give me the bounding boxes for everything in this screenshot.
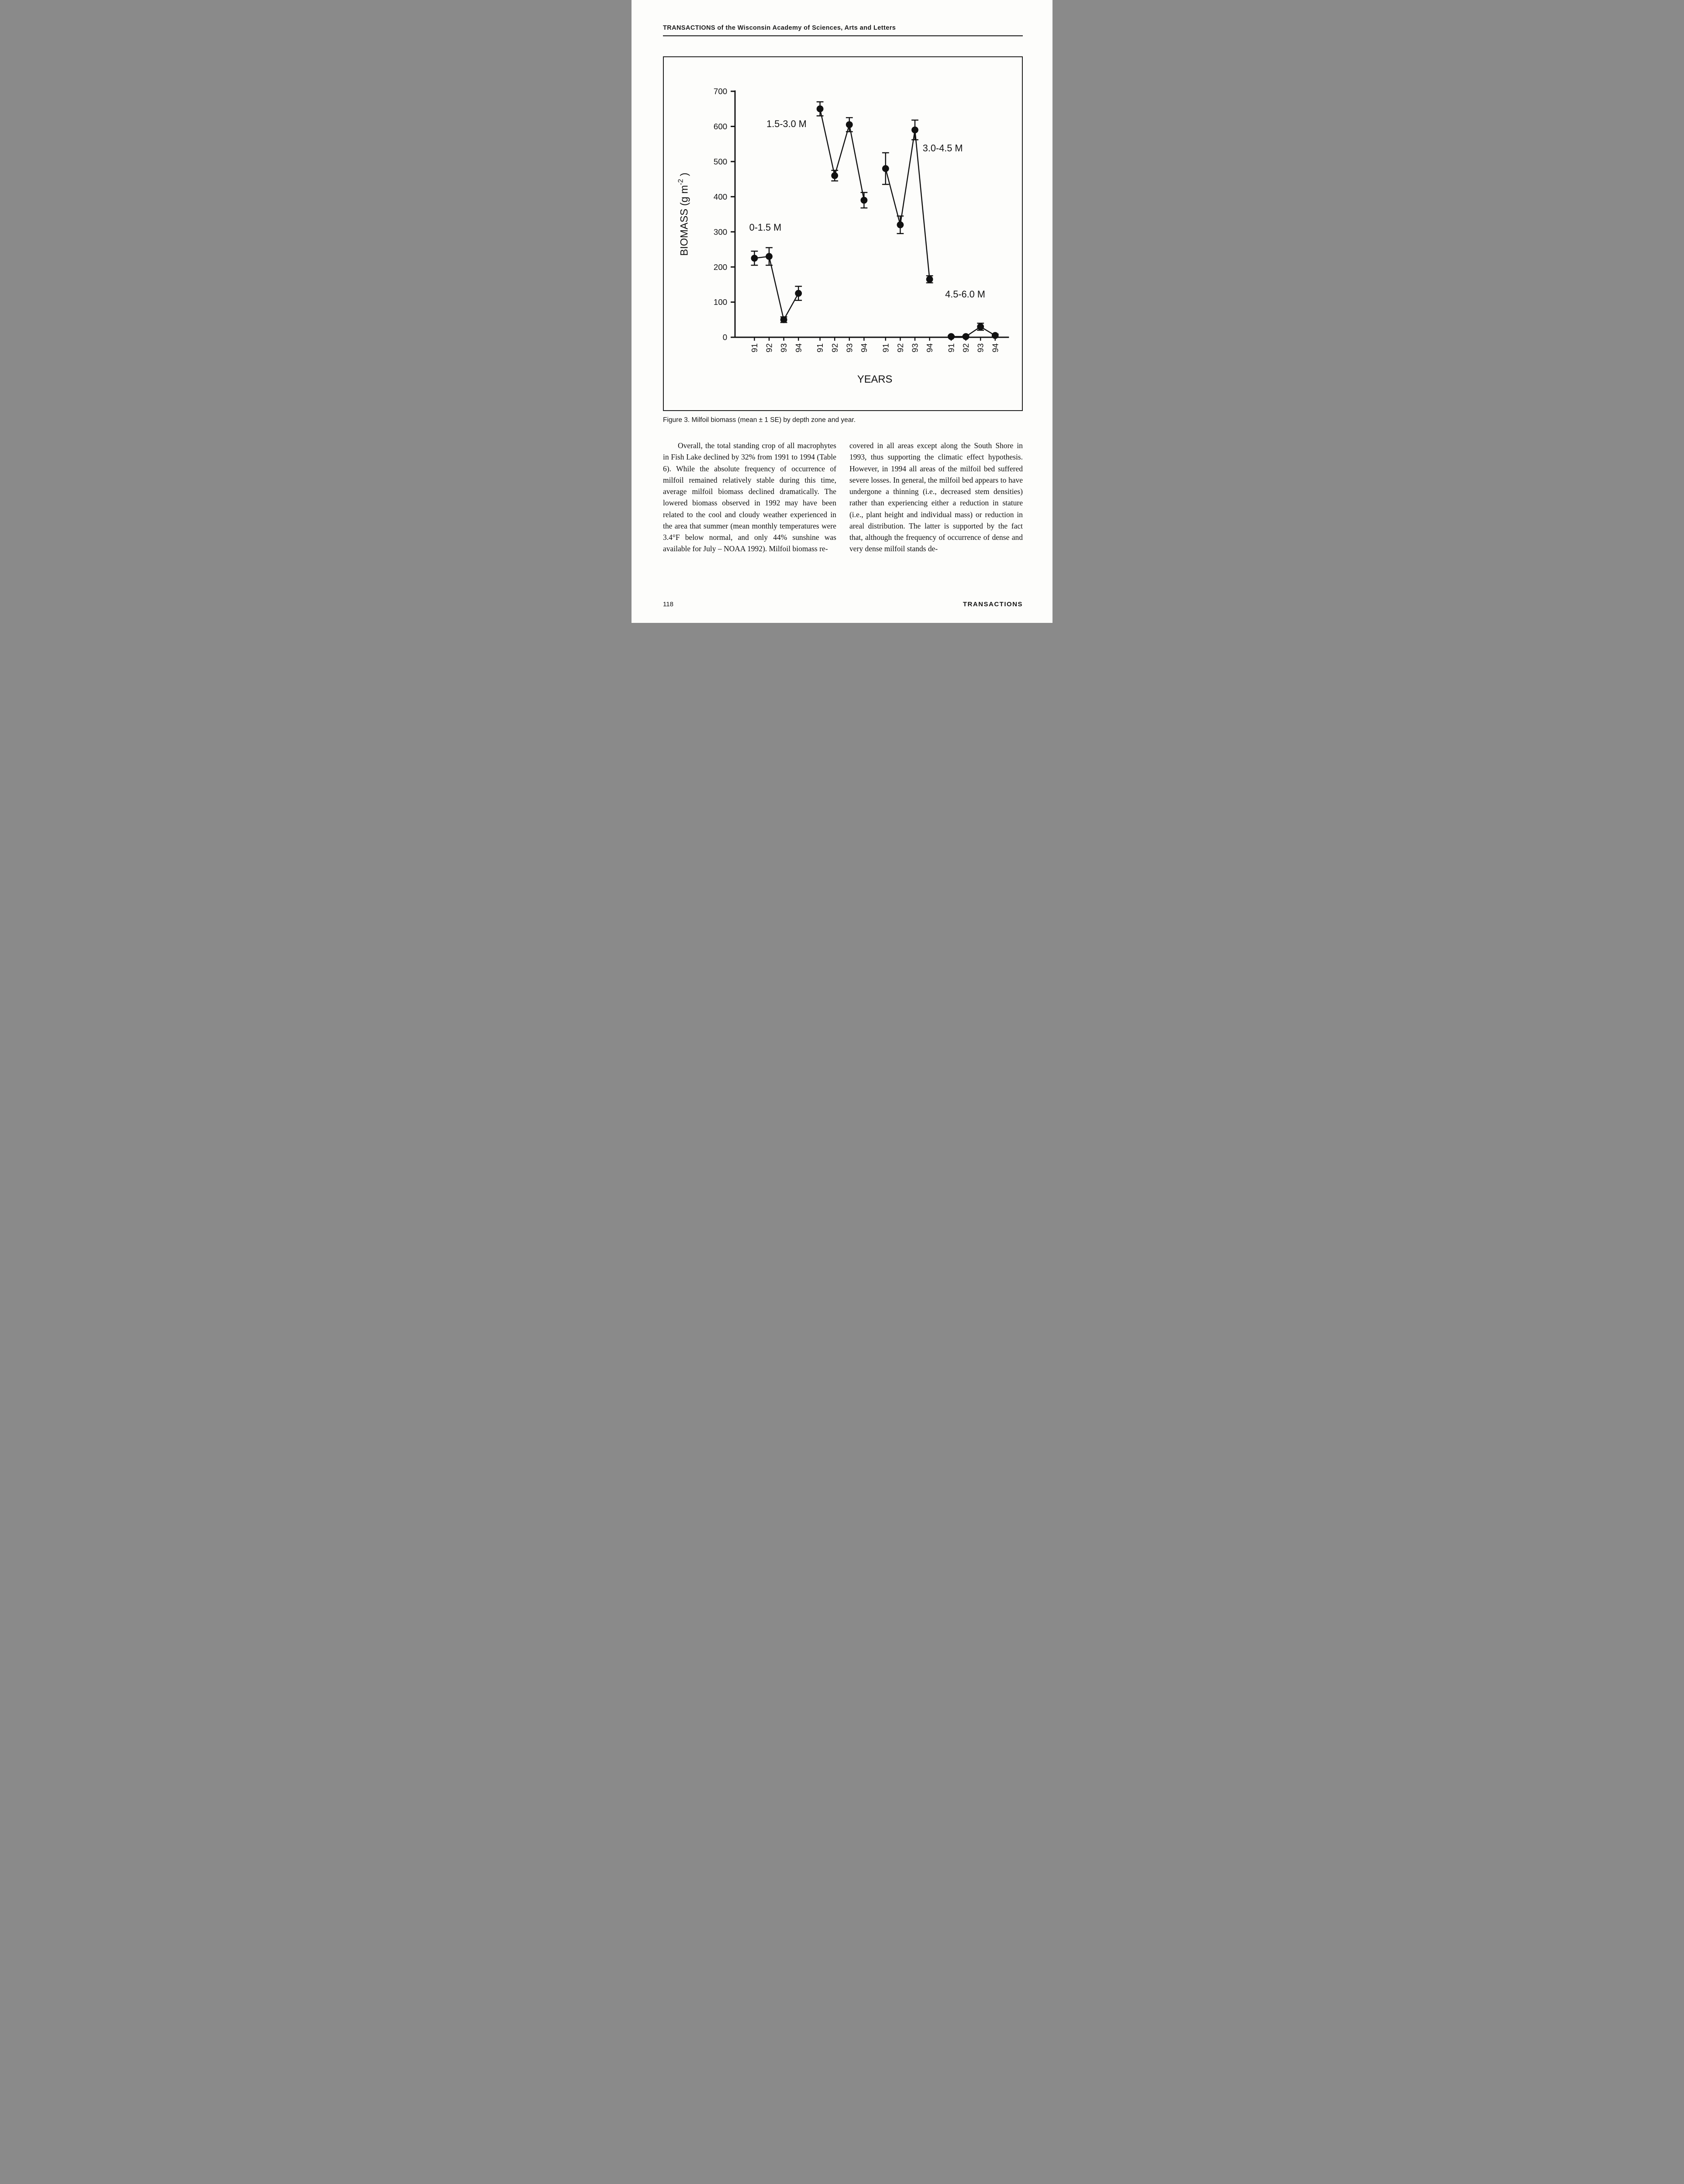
svg-text:91: 91 [881,343,890,352]
biomass-chart: 0 100 200 300 400 500 600 700 91 92 93 94 0-1.5 M 91 9… [677,87,1009,385]
journal-page: TRANSACTIONS of the Wisconsin Academy of… [632,0,1052,623]
svg-text:1.5-3.0 M: 1.5-3.0 M [766,118,807,129]
running-head: TRANSACTIONS of the Wisconsin Academy of… [663,24,1023,36]
svg-text:91: 91 [750,343,759,352]
svg-text:300: 300 [714,227,727,236]
page-number: 118 [663,601,673,608]
svg-text:92: 92 [830,343,839,352]
svg-text:92: 92 [765,343,774,352]
svg-text:200: 200 [714,263,727,272]
right-column: covered in all areas except along the So… [849,441,1023,553]
svg-text:100: 100 [714,297,727,307]
svg-text:700: 700 [714,87,727,96]
body-text: Overall, the total standing crop of all … [663,440,1023,555]
page-footer: 118 TRANSACTIONS [663,601,1023,608]
svg-text:0: 0 [723,333,727,342]
svg-text:93: 93 [779,343,788,352]
svg-text:91: 91 [815,343,825,352]
svg-text:YEARS: YEARS [857,374,892,385]
svg-text:4.5-6.0 M: 4.5-6.0 M [945,289,985,300]
footer-journal-name: TRANSACTIONS [963,601,1023,608]
svg-text:BIOMASS (g m-2 ): BIOMASS (g m-2 ) [677,173,690,256]
svg-text:400: 400 [714,192,727,201]
figure-caption: Figure 3. Milfoil biomass (mean ± 1 SE) … [663,416,856,424]
svg-text:94: 94 [859,343,869,352]
svg-text:91: 91 [947,343,956,352]
svg-text:93: 93 [911,343,920,352]
svg-text:500: 500 [714,157,727,166]
left-column: Overall, the total standing crop of all … [663,441,836,553]
svg-text:93: 93 [976,343,985,352]
figure-3-box: 0 100 200 300 400 500 600 700 91 92 93 94 0-1.5 M 91 9… [663,56,1023,411]
svg-text:94: 94 [925,343,934,352]
svg-text:0-1.5 M: 0-1.5 M [749,222,782,233]
svg-text:92: 92 [961,343,970,352]
svg-text:94: 94 [990,343,1000,352]
svg-text:600: 600 [714,122,727,131]
svg-text:94: 94 [794,343,803,352]
svg-text:92: 92 [896,343,905,352]
svg-text:93: 93 [845,343,854,352]
svg-text:3.0-4.5 M: 3.0-4.5 M [923,142,963,153]
journal-title: TRANSACTIONS of the Wisconsin Academy of… [663,24,896,31]
